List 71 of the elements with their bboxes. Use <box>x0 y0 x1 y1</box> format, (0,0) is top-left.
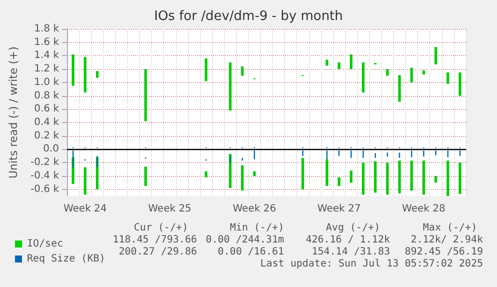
text: 0.00 /244.31m <box>206 234 284 246</box>
bar <box>458 72 462 96</box>
bar <box>410 68 413 82</box>
y-tick-label: 0.0 <box>43 144 59 155</box>
bar <box>362 62 365 92</box>
bar <box>386 69 389 76</box>
x-tick-label: Week 25 <box>148 204 192 214</box>
x-tick-label: Week 28 <box>402 204 446 214</box>
legend-label: Req Size (KB) <box>27 254 106 264</box>
bar <box>338 62 340 70</box>
bar <box>434 47 438 64</box>
bar <box>410 160 413 191</box>
bar <box>422 70 425 74</box>
y-tick-label: -0.4 k <box>30 170 60 182</box>
bar <box>338 177 340 186</box>
y-tick-label: 0.6 k <box>34 104 60 115</box>
y-tick-label: 1.0 k <box>34 76 60 88</box>
bar <box>350 54 352 70</box>
bar <box>362 162 365 195</box>
bar <box>204 58 208 82</box>
bar <box>228 62 232 110</box>
y-axis-title: Units read (-) / write (+) <box>7 46 20 179</box>
bar <box>204 171 208 178</box>
x-tick-label: Week 24 <box>63 204 107 214</box>
bar <box>446 72 450 84</box>
bar <box>144 166 147 186</box>
text: 118.45 /793.66 <box>112 234 197 246</box>
bar <box>398 160 401 194</box>
y-tick-label: 1.4 k <box>34 50 60 62</box>
y-tick-label: 1.6 k <box>34 36 60 48</box>
bar <box>434 176 438 183</box>
text: 0.00 /16.61 <box>218 246 284 258</box>
bar <box>84 167 86 195</box>
x-tick-label: Week 27 <box>317 204 361 214</box>
text: Avg (-/+) <box>326 222 380 234</box>
bar <box>96 71 99 78</box>
bar <box>72 54 74 86</box>
chart-title: IOs for /dev/dm-9 - by month <box>154 9 343 24</box>
bar <box>326 60 328 66</box>
text: Last update: Sun Jul 13 05:57:02 2025 <box>260 258 483 270</box>
y-tick-label: 1.2 k <box>34 64 60 75</box>
bar <box>241 66 244 76</box>
bar <box>241 165 244 191</box>
bar <box>326 159 328 186</box>
text: Cur (-/+) <box>134 222 188 234</box>
bar <box>398 75 401 102</box>
y-tick-label: 0.8 k <box>34 90 60 102</box>
bar <box>458 162 462 194</box>
text: 154.14 /31.83 <box>312 246 390 258</box>
bar <box>253 171 256 176</box>
bar <box>374 161 377 193</box>
bar <box>84 57 86 92</box>
y-tick-label: -0.2 k <box>30 157 60 168</box>
bar <box>350 170 352 183</box>
bar <box>144 69 147 122</box>
y-tick-label: 0.2 k <box>34 130 60 142</box>
bar <box>422 160 425 195</box>
text: 2.12k/ 2.94k <box>410 234 483 246</box>
y-tick-label: 0.4 k <box>34 117 60 128</box>
bar <box>386 162 389 195</box>
text: Max (-/+) <box>422 222 478 234</box>
bar <box>446 160 450 196</box>
bar <box>301 158 304 190</box>
y-tick-label: 1.8 k <box>34 24 60 34</box>
text: Min (-/+) <box>230 222 284 234</box>
text: 426.16 / 1.12k <box>306 234 390 246</box>
y-tick-label: -0.6 k <box>30 184 60 195</box>
text: 892.45 /56.19 <box>404 246 483 258</box>
x-tick-label: Week 26 <box>232 204 276 214</box>
text: 200.27 /29.86 <box>118 246 197 258</box>
legend-label: IO/sec <box>27 238 64 250</box>
